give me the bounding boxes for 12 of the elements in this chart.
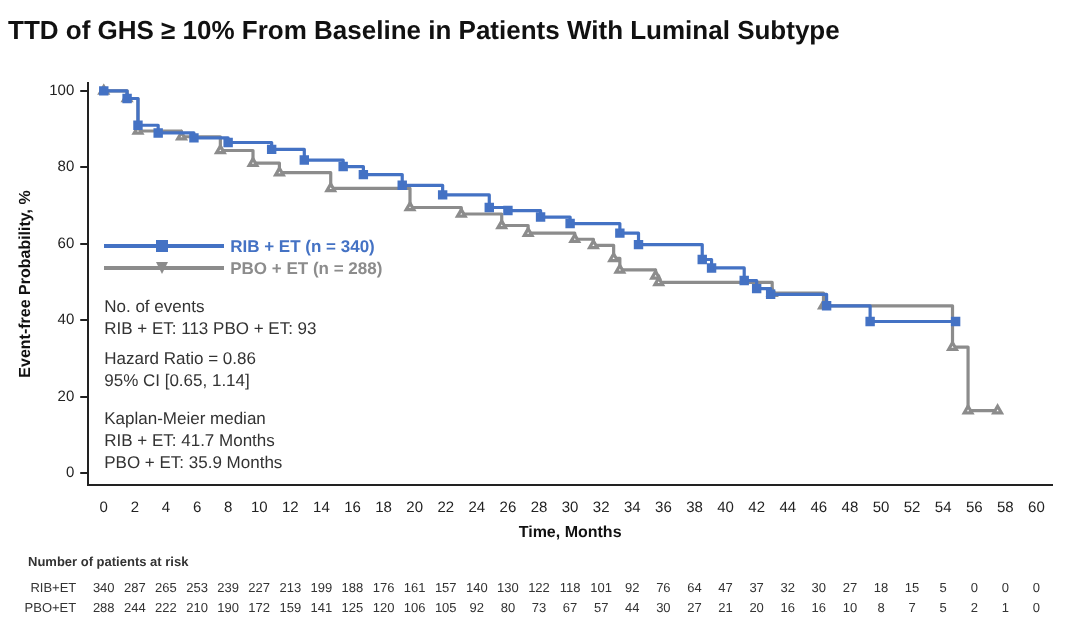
annotation: PBO + ET: 35.9 Months: [104, 451, 285, 474]
x-axis-title: Time, Months: [518, 522, 623, 541]
y-axis-title: Event-free Probability, %: [16, 190, 35, 378]
annotation: 95% CI [0.65, 1.14]: [104, 369, 252, 392]
annotation: Kaplan-Meier median: [104, 407, 268, 430]
annotation: No. of events: [104, 295, 207, 318]
text: RIB + ET (n = 340): [230, 236, 375, 257]
chart-title: TTD of GHS ≥ 10% From Baseline in Patients With Luminal Subtype: [8, 14, 840, 45]
annotation: Hazard Ratio = 0.86: [104, 347, 258, 370]
text: PBO + ET (n = 288): [230, 258, 383, 279]
annotation: RIB + ET: 41.7 Months: [104, 429, 277, 452]
annotation: RIB + ET: 113 PBO + ET: 93: [104, 317, 317, 340]
